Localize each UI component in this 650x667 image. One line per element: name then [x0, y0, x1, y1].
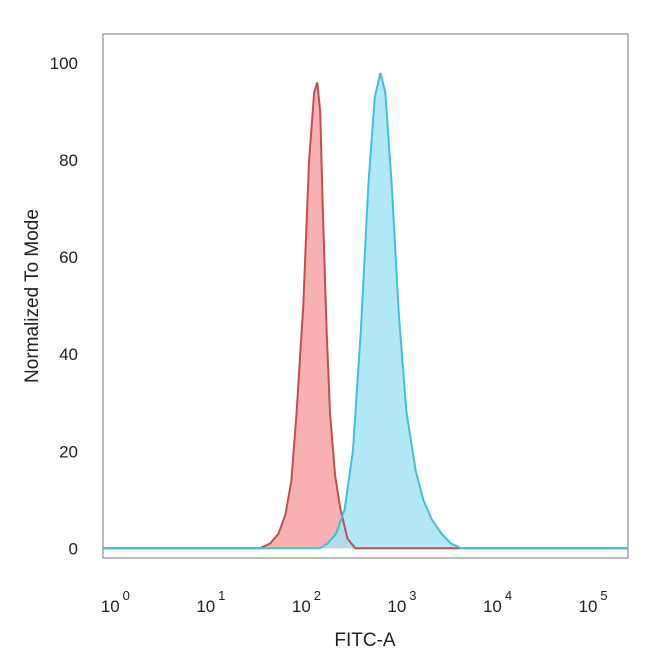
y-tick-label: 40 [59, 345, 78, 364]
x-tick-base: 10 [483, 597, 502, 616]
x-tick-label: 100 [101, 588, 130, 616]
x-tick-base: 10 [292, 597, 311, 616]
x-tick-base: 10 [101, 597, 120, 616]
x-axis-label: FITC-A [334, 630, 396, 651]
y-axis-ticks: 0 20 40 60 80 100 [50, 54, 78, 558]
x-tick-label: 104 [483, 588, 512, 616]
x-tick-exponent: 0 [123, 588, 130, 603]
x-tick-exponent: 1 [218, 588, 225, 603]
y-tick-label: 20 [59, 442, 78, 461]
series-2-area [103, 72, 628, 549]
x-tick-base: 10 [196, 597, 215, 616]
x-tick-label: 101 [196, 588, 225, 616]
series-layer [103, 72, 628, 550]
x-tick-label: 102 [292, 588, 321, 616]
y-tick-label: 80 [59, 151, 78, 170]
x-tick-exponent: 5 [600, 588, 607, 603]
x-tick-base: 10 [387, 597, 406, 616]
y-axis-label: Normalized To Mode [22, 209, 43, 383]
series-1-outline [103, 82, 628, 550]
x-tick-exponent: 2 [314, 588, 321, 603]
x-tick-base: 10 [579, 597, 598, 616]
y-tick-label: 100 [50, 54, 78, 73]
x-tick-exponent: 3 [409, 588, 416, 603]
y-tick-label: 60 [59, 248, 78, 267]
x-tick-label: 103 [387, 588, 416, 616]
y-tick-label: 0 [69, 539, 78, 558]
x-tick-label: 105 [579, 588, 608, 616]
x-tick-exponent: 4 [505, 588, 512, 603]
series-2-outline [103, 72, 628, 550]
